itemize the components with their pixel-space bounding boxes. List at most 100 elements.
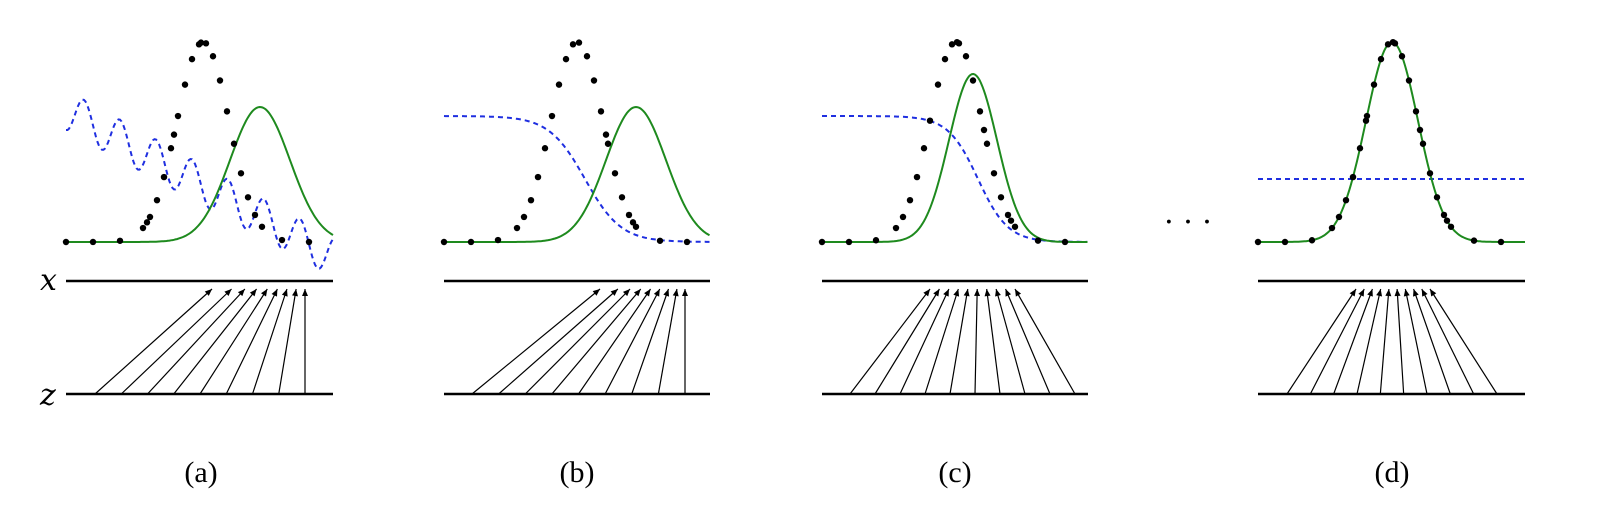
data-dot xyxy=(976,108,984,115)
mapping-arrow xyxy=(147,288,246,395)
data-dot xyxy=(818,238,826,246)
data-dot xyxy=(618,194,626,201)
data-dot xyxy=(926,117,934,124)
data-dot xyxy=(555,81,563,88)
data-dot xyxy=(604,140,612,147)
arrowhead xyxy=(1413,289,1419,297)
data-dot xyxy=(990,170,998,177)
data-dot xyxy=(1419,140,1427,147)
arrowhead xyxy=(204,289,212,296)
arrowhead xyxy=(653,289,660,297)
ellipsis: · · · xyxy=(1164,205,1212,240)
data-dot xyxy=(244,194,252,201)
data-dot xyxy=(1308,237,1316,244)
data-dot xyxy=(541,145,549,152)
data-dot xyxy=(89,238,97,246)
data-dot xyxy=(1398,53,1406,60)
data-dot xyxy=(1391,40,1399,47)
arrowhead xyxy=(953,289,960,297)
data-dot xyxy=(181,81,189,88)
mapping-arrow xyxy=(657,288,678,395)
data-dot xyxy=(1061,238,1069,246)
arrowhead xyxy=(1403,289,1410,297)
arrowhead xyxy=(663,289,670,297)
data-dot xyxy=(1349,173,1357,181)
mapping-arrow xyxy=(849,288,931,395)
mapping-arrow xyxy=(604,288,661,395)
arrowhead xyxy=(1430,289,1437,297)
arrowhead xyxy=(633,289,641,297)
data-dot xyxy=(899,213,907,221)
mapping-arrow xyxy=(974,288,978,395)
data-dot xyxy=(230,140,238,147)
arrowhead xyxy=(610,289,618,296)
data-dot xyxy=(513,224,521,232)
mapping-arrow xyxy=(1356,288,1382,395)
data-dot xyxy=(305,238,313,246)
data-dot xyxy=(1412,108,1420,115)
data-dot xyxy=(1405,77,1413,84)
data-dot xyxy=(251,211,259,219)
arrowhead xyxy=(1376,289,1383,297)
data-dot xyxy=(955,40,963,47)
data-dot xyxy=(467,238,475,246)
data-dot xyxy=(1342,196,1350,204)
data-dot xyxy=(1416,126,1424,134)
data-dot xyxy=(202,40,210,47)
arrowhead xyxy=(1421,289,1428,297)
mapping-arrow xyxy=(1014,288,1076,395)
arrowhead xyxy=(644,289,651,297)
data-dot xyxy=(892,224,900,232)
arrowhead xyxy=(249,289,257,297)
data-dot xyxy=(139,224,147,232)
discriminator-curve xyxy=(822,115,1088,243)
arrowhead xyxy=(260,289,268,297)
data-dot xyxy=(920,145,928,152)
mapping-arrow xyxy=(471,288,601,395)
arrowhead xyxy=(237,289,245,297)
data-dot xyxy=(611,170,619,177)
arrowhead xyxy=(682,289,688,296)
panel-d xyxy=(1254,38,1525,396)
data-dot xyxy=(656,237,664,244)
data-dot xyxy=(948,41,956,48)
arrowhead xyxy=(923,289,930,297)
arrowhead xyxy=(224,289,232,296)
data-dot xyxy=(934,81,942,88)
data-dot xyxy=(632,223,640,230)
mapping-arrow xyxy=(120,288,232,395)
data-dot xyxy=(1328,224,1336,232)
panel-c xyxy=(818,38,1088,396)
data-dot xyxy=(997,194,1005,201)
data-dot xyxy=(962,53,970,60)
generator-curve xyxy=(1258,40,1525,243)
mapping-arrow xyxy=(278,288,297,395)
data-dot xyxy=(1363,112,1371,120)
mapping-arrow xyxy=(631,288,670,395)
arrowhead xyxy=(592,289,600,296)
arrowhead xyxy=(622,289,631,297)
data-dot xyxy=(1281,238,1289,246)
mapping-arrow xyxy=(1404,288,1428,395)
data-dot xyxy=(569,41,577,48)
data-dot xyxy=(872,237,880,244)
caption-a: (a) xyxy=(184,456,217,489)
mapping-arrow xyxy=(578,288,652,395)
data-dot xyxy=(440,238,448,246)
data-dot xyxy=(1377,55,1385,63)
arrowhead xyxy=(1385,289,1392,297)
data-dot xyxy=(941,55,949,63)
data-dot xyxy=(534,173,542,181)
mapping-arrow xyxy=(225,288,278,395)
data-dot xyxy=(1426,170,1434,177)
mapping-arrow xyxy=(874,288,940,395)
data-dot xyxy=(1384,41,1392,48)
arrowhead xyxy=(1005,289,1012,297)
mapping-arrow xyxy=(949,288,969,395)
data-dot xyxy=(1034,237,1042,244)
data-dot xyxy=(906,196,914,204)
arrowhead xyxy=(974,289,981,297)
data-dot xyxy=(116,237,124,244)
data-dot xyxy=(174,112,182,120)
mapping-arrow xyxy=(173,288,258,395)
